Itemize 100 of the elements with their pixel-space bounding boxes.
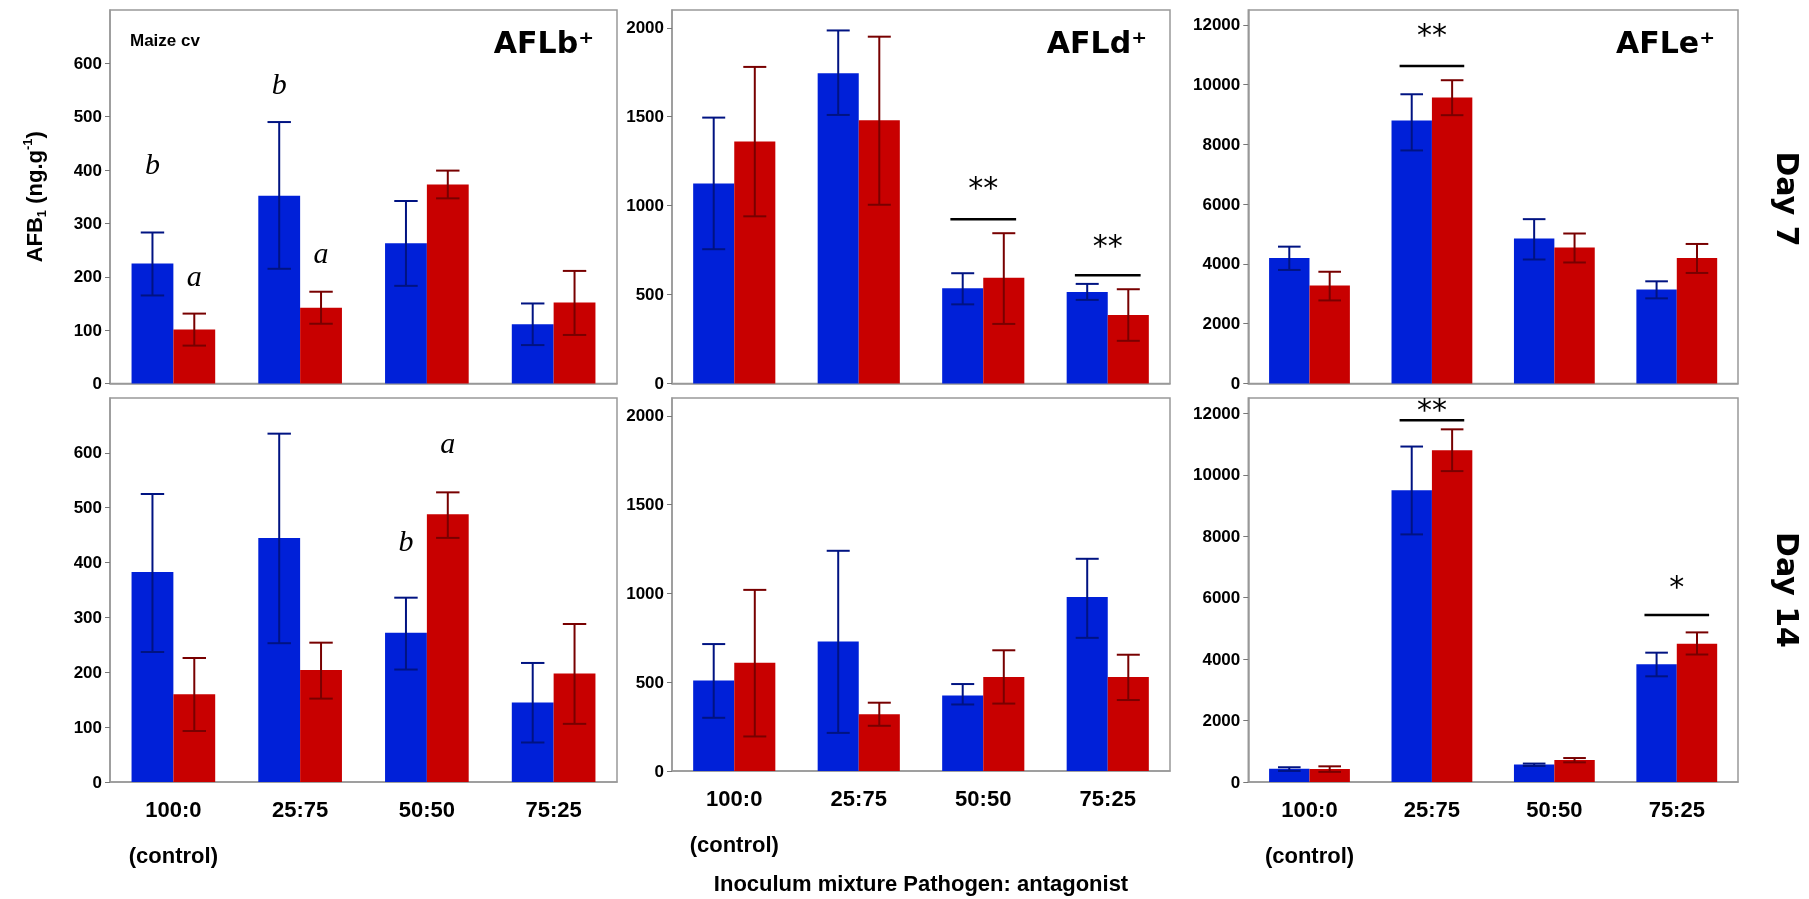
- bar: [1513, 238, 1555, 384]
- bar: [942, 288, 984, 384]
- y-tick-label: 200: [73, 662, 102, 682]
- y-tick-label: 500: [635, 672, 664, 692]
- y-tick-label: 6000: [1202, 588, 1241, 608]
- x-tick-label: 25:75: [1403, 796, 1461, 822]
- y-tick-label: 12000: [1192, 403, 1241, 423]
- text: AFLe⁺: [1615, 24, 1716, 60]
- bar: [385, 632, 427, 782]
- x-tick-label: 75:25: [1648, 796, 1705, 822]
- bar: [734, 662, 776, 772]
- annotation: **: [968, 170, 999, 206]
- y-tick-label: 100: [73, 320, 102, 340]
- bar: [817, 73, 859, 384]
- bar: [131, 571, 174, 782]
- y-tick-label: 10000: [1192, 465, 1241, 485]
- x-tick-label: 100:0 (control): [1264, 796, 1355, 868]
- x-axis-title: Inoculum mixture Pathogen: antagonist: [713, 870, 1129, 896]
- text: AFLb⁺: [493, 24, 594, 60]
- y-tick-label: 1500: [626, 107, 664, 127]
- bar: [1269, 768, 1310, 782]
- y-tick-label: 2000: [1202, 314, 1241, 334]
- bar: [1309, 285, 1350, 384]
- bar: [1066, 596, 1108, 772]
- bar: [1391, 120, 1432, 384]
- y-tick-label: 600: [73, 53, 102, 73]
- y-tick-label: 600: [73, 443, 102, 463]
- bar: [1554, 759, 1595, 782]
- bar: [426, 514, 469, 782]
- y-axis-title: AFB1 (ng.g-1): [20, 131, 49, 263]
- bar: [300, 670, 342, 782]
- y-tick-label: 6000: [1202, 194, 1241, 214]
- bar: [983, 277, 1025, 384]
- x-tick-label: 50:50: [398, 796, 456, 822]
- y-tick-label: 0: [92, 374, 102, 393]
- x-tick-label: 25:75: [830, 785, 887, 811]
- y-tick-label: 4000: [1202, 649, 1241, 669]
- bar: [817, 641, 859, 772]
- annotation: a: [186, 258, 202, 292]
- y-tick-label: 8000: [1202, 526, 1241, 546]
- y-tick-label: 1000: [626, 583, 664, 603]
- y-tick-label: 500: [73, 107, 102, 127]
- y-tick-label: 0: [92, 772, 102, 792]
- bar: [693, 680, 735, 772]
- bar: [511, 702, 554, 782]
- bar: [1107, 315, 1149, 384]
- x-tick-label: 75:25: [525, 796, 582, 822]
- text: AFLd⁺: [1046, 24, 1147, 60]
- x-tick-label: 75:25: [1079, 785, 1136, 811]
- bar: [1554, 247, 1595, 384]
- bar: [1431, 97, 1473, 384]
- y-tick-label: 8000: [1202, 134, 1241, 154]
- y-tick-label: 1500: [626, 495, 664, 515]
- x-tick-label: 100:0 (control): [128, 796, 218, 868]
- y-tick-label: 0: [654, 761, 664, 781]
- y2-axis-title: Day 7: [1769, 151, 1805, 247]
- annotation: **: [1416, 392, 1447, 428]
- bar: [1431, 450, 1473, 782]
- annotation: a: [313, 236, 329, 270]
- bar: [300, 307, 342, 384]
- y2-axis-title: Day 14: [1769, 532, 1805, 648]
- bar: [1636, 289, 1677, 384]
- bar: [553, 673, 596, 782]
- annotation: b: [271, 66, 287, 100]
- bar: [1107, 676, 1149, 772]
- bar: [1676, 258, 1718, 384]
- bar: [1676, 643, 1718, 782]
- y-tick-label: 10000: [1192, 75, 1241, 95]
- bar: [693, 183, 735, 384]
- bar: [1513, 764, 1555, 782]
- annotation: Maize cv: [130, 31, 201, 50]
- y-tick-label: 400: [73, 553, 102, 573]
- y-tick-label: 200: [73, 267, 102, 287]
- bar: [173, 694, 216, 782]
- y-tick-label: 400: [73, 160, 102, 180]
- y-tick-label: 100: [73, 717, 102, 737]
- bar: [858, 714, 900, 772]
- bar: [983, 676, 1025, 772]
- y-tick-label: 1000: [626, 196, 664, 216]
- annotation: **: [1092, 227, 1123, 263]
- bar: [1391, 490, 1432, 782]
- bar: [858, 120, 900, 384]
- y-tick-label: 2000: [1202, 711, 1241, 731]
- y-tick-label: 4000: [1202, 254, 1241, 274]
- y-tick-label: 12000: [1192, 15, 1241, 35]
- y-tick-label: 500: [635, 285, 664, 305]
- bar: [1636, 664, 1677, 782]
- y-tick-label: 300: [73, 213, 102, 233]
- bar: [511, 324, 554, 384]
- bar: [1066, 291, 1108, 384]
- bar: [258, 195, 301, 384]
- bar: [131, 263, 174, 384]
- annotation: *: [1669, 568, 1685, 604]
- bar: [1309, 769, 1350, 782]
- y-tick-label: 500: [73, 498, 102, 518]
- y-tick-label: 0: [654, 374, 664, 393]
- y-tick-label: 2000: [626, 406, 664, 426]
- x-tick-label: 25:75: [271, 796, 329, 822]
- annotation: a: [440, 426, 456, 460]
- y-tick-label: 0: [1230, 772, 1241, 792]
